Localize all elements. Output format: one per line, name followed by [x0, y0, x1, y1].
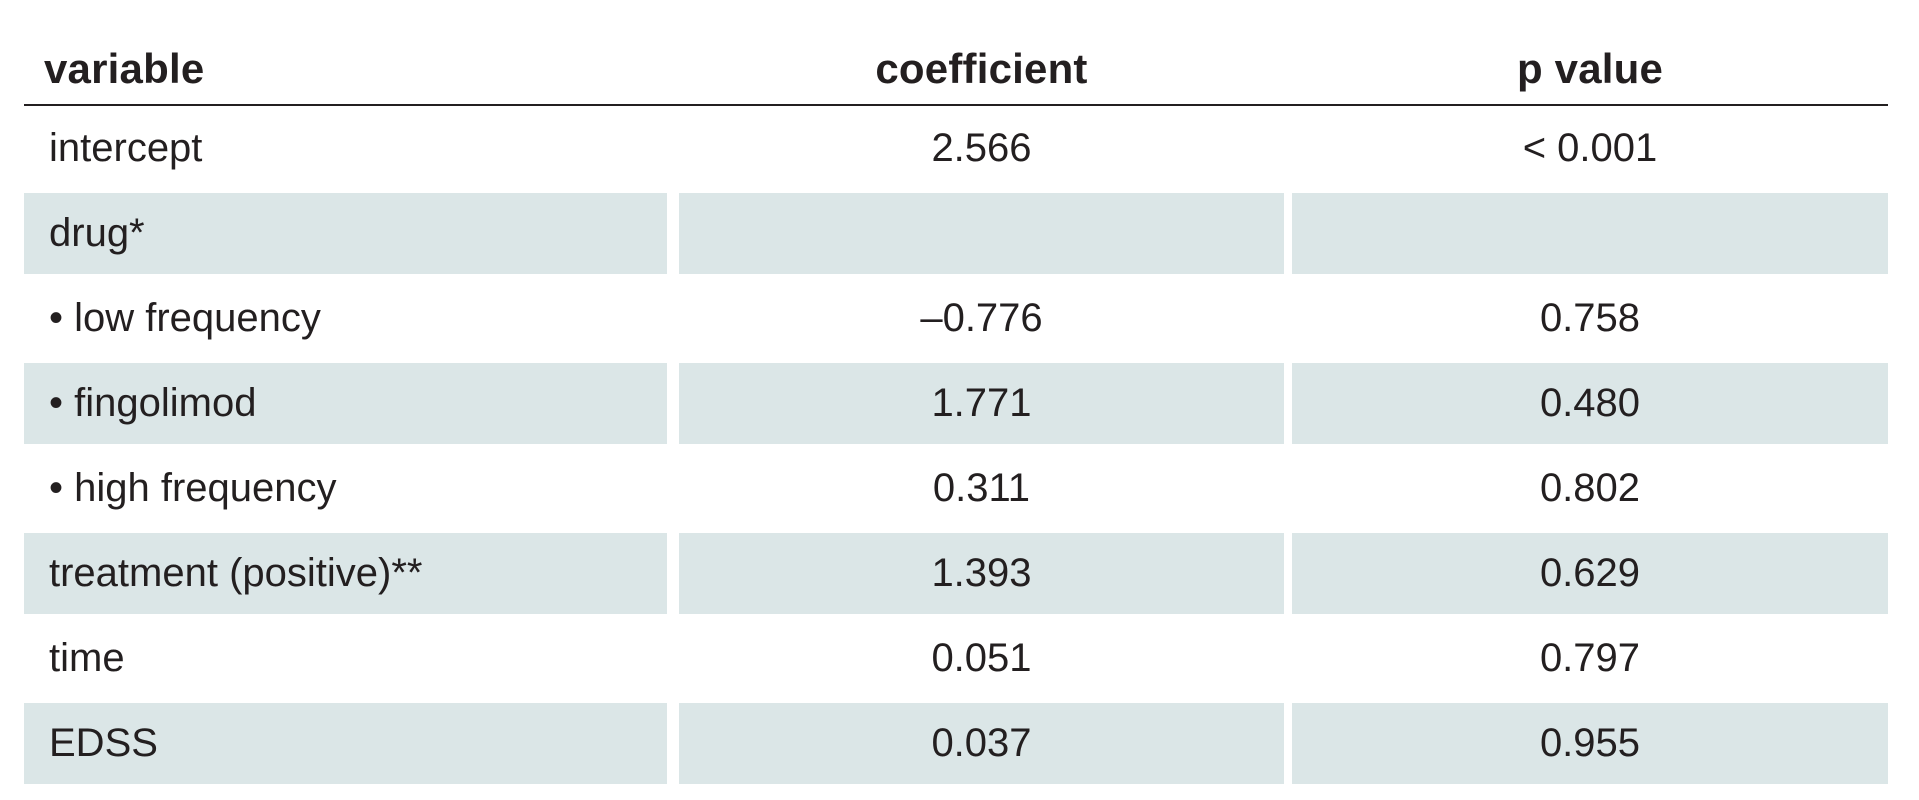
- cell-variable: drug*: [24, 193, 667, 274]
- cell-coefficient: [679, 193, 1284, 274]
- cell-p-value: 0.802: [1539, 466, 1641, 510]
- table-row: treatment (positive)** 1.393 0.629: [24, 533, 1888, 618]
- cell-p-value: 0.758: [1539, 296, 1641, 340]
- cell-coefficient: 1.393: [679, 533, 1284, 614]
- cell-variable: EDSS: [24, 703, 667, 784]
- table-row: drug*: [24, 193, 1888, 278]
- cell-coefficient: 0.051: [931, 636, 1032, 680]
- header-variable: variable: [44, 45, 205, 92]
- cell-p-value: [1292, 193, 1888, 274]
- cell-p-value: 0.955: [1292, 703, 1888, 784]
- cell-variable: intercept: [49, 126, 203, 170]
- cell-variable: • fingolimod: [24, 363, 667, 444]
- table-header: variable coefficient p value: [24, 24, 1888, 106]
- cell-variable: • low frequency: [49, 296, 321, 340]
- header-p-value: p value: [1516, 45, 1664, 92]
- header-coefficient: coefficient: [875, 45, 1088, 92]
- regression-table: variable coefficient p value intercept 2…: [24, 24, 1888, 788]
- cell-coefficient: 2.566: [931, 126, 1032, 170]
- table-row: intercept 2.566 < 0.001: [24, 108, 1888, 193]
- table-row: EDSS 0.037 0.955: [24, 703, 1888, 788]
- cell-p-value: 0.629: [1292, 533, 1888, 614]
- table-row: time 0.051 0.797: [24, 618, 1888, 703]
- cell-p-value: 0.480: [1292, 363, 1888, 444]
- cell-coefficient: 0.037: [679, 703, 1284, 784]
- cell-variable: time: [49, 636, 125, 680]
- cell-p-value: < 0.001: [1522, 126, 1658, 170]
- cell-coefficient: –0.776: [920, 296, 1043, 340]
- cell-variable: • high frequency: [49, 466, 337, 510]
- table-row: • fingolimod 1.771 0.480: [24, 363, 1888, 448]
- table-row: • high frequency 0.311 0.802: [24, 448, 1888, 533]
- cell-coefficient: 1.771: [679, 363, 1284, 444]
- cell-p-value: 0.797: [1539, 636, 1641, 680]
- cell-variable: treatment (positive)**: [24, 533, 667, 614]
- cell-coefficient: 0.311: [932, 466, 1031, 510]
- table-row: • low frequency –0.776 0.758: [24, 278, 1888, 363]
